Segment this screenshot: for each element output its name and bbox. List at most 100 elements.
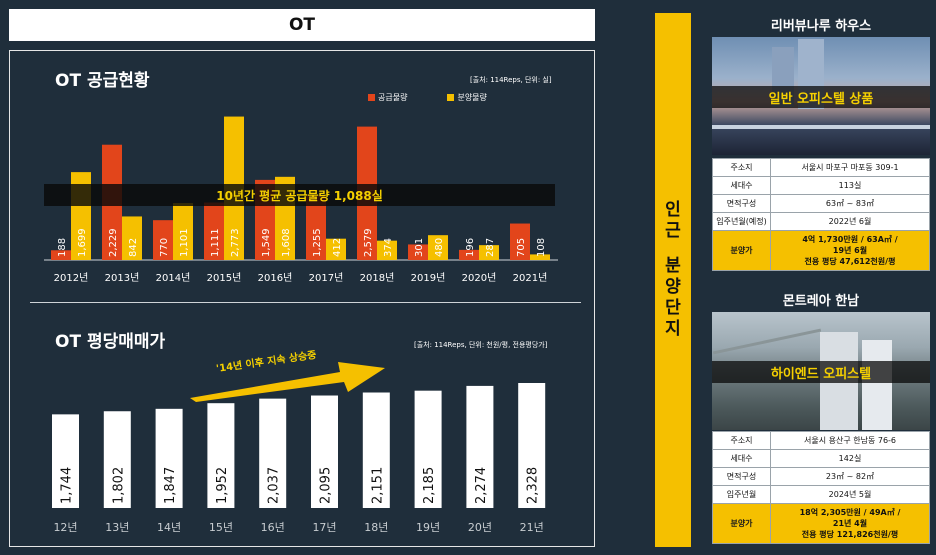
bar-sale: [377, 240, 397, 260]
legend-swatch-sale: [447, 94, 455, 101]
vertical-char: 단: [665, 298, 681, 318]
table-row-price: 분양가 4억 1,730만원 / 63A㎡ / 19년 6월 전용 평당 47,…: [712, 230, 930, 271]
table-row: 주소지 서울시 용산구 한남동 76-6: [712, 431, 930, 450]
section-divider: [30, 302, 581, 303]
row-value: 서울시 용산구 한남동 76-6: [770, 431, 930, 450]
avg-supply-banner: 10년간 평균 공급물량 1,088실: [44, 184, 555, 206]
ot-header: OT: [9, 9, 595, 41]
legend-label-supply: 공급물량: [378, 93, 408, 102]
x-tick-label: 2015년: [207, 272, 242, 284]
vertical-char: 분: [665, 256, 681, 276]
bar-price: [52, 414, 79, 508]
data-label: 2,579: [363, 228, 374, 257]
table-row: 세대수 142실: [712, 449, 930, 468]
data-label: 2,229: [108, 228, 119, 257]
vertical-char: 인: [665, 200, 681, 220]
x-tick-label: 16년: [261, 521, 285, 534]
bar-supply: [510, 223, 530, 260]
x-tick-label: 21년: [520, 521, 544, 534]
trend-arrow: [190, 362, 385, 402]
x-tick-label: 2018년: [360, 272, 395, 284]
data-label: 705: [516, 238, 527, 257]
row-value: 142실: [770, 449, 930, 468]
table-row: 세대수 113실: [712, 176, 930, 195]
bar-price: [414, 390, 442, 508]
price-line: 21년 4월: [832, 519, 868, 528]
data-label: 1,111: [210, 228, 221, 257]
main-panel: [9, 50, 595, 547]
row-key: 면적구성: [712, 467, 771, 486]
table-row: 면적구성 63㎡ ~ 83㎡: [712, 194, 930, 213]
data-label: 2,185: [422, 467, 437, 504]
price-source: [출처: 114Reps, 단위: 천원/평, 전용평당가]: [414, 341, 548, 349]
row-value: 2022년 6월: [770, 212, 930, 231]
row-key: 세대수: [712, 176, 771, 195]
data-label: 2,151: [370, 467, 385, 504]
x-tick-label: 2021년: [513, 272, 548, 284]
row-key: 면적구성: [712, 194, 771, 213]
bar-price: [103, 411, 131, 508]
price-key: 분양가: [712, 230, 771, 271]
x-tick-label: 2016년: [258, 272, 293, 284]
table-row: 입주년월(예정) 2022년 6월: [712, 212, 930, 231]
supply-legend: 공급물량 분양물량: [368, 92, 487, 103]
complex1-banner: 일반 오피스텔 상품: [712, 86, 930, 108]
x-tick-label: 20년: [468, 521, 492, 534]
data-label: 1,847: [163, 467, 178, 504]
x-tick-label: 2012년: [54, 272, 89, 284]
data-label: 842: [128, 238, 139, 257]
data-label: 2,274: [474, 467, 489, 504]
row-key: 주소지: [712, 431, 771, 450]
supply-title: OT 공급현황: [55, 71, 150, 91]
table-row-price: 분양가 18억 2,305만원 / 49A㎡ / 21년 4월 전용 평당 12…: [712, 503, 930, 544]
row-value: 서울시 마포구 마포동 309-1: [770, 158, 930, 177]
data-label: 108: [536, 238, 547, 257]
bar-sale: [173, 203, 193, 260]
data-label: 2,095: [319, 467, 334, 504]
price-title: OT 평당매매가: [55, 332, 166, 352]
data-label: 2,328: [526, 467, 541, 504]
avg-supply-text: 10년간 평균 공급물량 1,088실: [216, 188, 383, 203]
price-line: 전용 평당 47,612천원/평: [804, 257, 896, 266]
data-label: 196: [465, 238, 476, 257]
bar-sale: [326, 238, 346, 260]
data-label: 1,802: [111, 467, 126, 504]
header-title: OT: [288, 15, 316, 35]
bar-supply: [459, 249, 479, 260]
price-chart: 1,744 12년 1,802 13년 1,847 14년 1,952 15년 2,037 16년…: [52, 362, 546, 534]
bar-sale: [122, 216, 142, 260]
data-label: 480: [434, 238, 445, 257]
data-label: 1,101: [179, 228, 190, 257]
bar-price: [207, 403, 235, 508]
x-tick-label: 17년: [312, 521, 336, 534]
legend-label-sale: 분양물량: [457, 93, 487, 102]
data-label: 1,744: [60, 467, 75, 504]
x-tick-label: 15년: [209, 521, 233, 534]
bar-price: [311, 395, 338, 508]
bar-sale: [530, 254, 550, 260]
data-label: 188: [57, 238, 68, 257]
x-tick-label: 13년: [105, 521, 129, 534]
building-shape: [862, 340, 892, 430]
row-key: 세대수: [712, 449, 771, 468]
x-tick-label: 2013년: [105, 272, 140, 284]
data-label: 770: [159, 238, 170, 257]
bar-sale: [479, 245, 499, 260]
bar-supply: [51, 250, 71, 260]
legend-swatch-supply: [368, 94, 375, 101]
price-value: 4억 1,730만원 / 63A㎡ / 19년 6월 전용 평당 47,612천…: [770, 230, 930, 271]
row-value: 23㎡ ~ 82㎡: [770, 467, 930, 486]
row-key: 입주년월(예정): [712, 212, 771, 231]
x-tick-label: 2020년: [462, 272, 497, 284]
nearby-complex-bar: [655, 13, 691, 547]
data-label: 1,699: [77, 228, 88, 257]
x-tick-label: 2019년: [411, 272, 446, 284]
price-key: 분양가: [712, 503, 771, 544]
nearby-complex-label: 인 근 분 양 단 지: [655, 200, 691, 340]
x-tick-label: 18년: [364, 521, 388, 534]
x-tick-label: 19년: [416, 521, 440, 534]
x-tick-label: 2014년: [156, 272, 191, 284]
vertical-char: 지: [665, 319, 681, 339]
bar-price: [518, 383, 546, 508]
x-tick-label: 14년: [157, 521, 181, 534]
